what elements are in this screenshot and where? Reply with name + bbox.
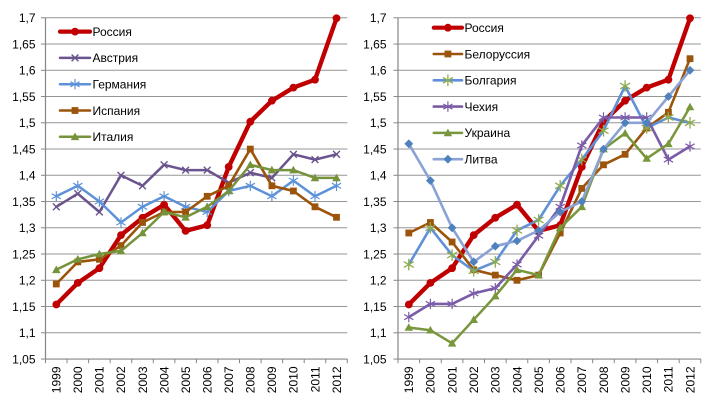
svg-text:1,15: 1,15 [12,300,36,314]
svg-text:Чехия: Чехия [465,100,499,114]
svg-text:2006: 2006 [201,366,215,393]
svg-text:1,45: 1,45 [12,142,36,156]
svg-text:1,25: 1,25 [363,247,387,261]
svg-text:2012: 2012 [683,366,697,393]
svg-text:Литва: Литва [465,153,498,167]
svg-text:Россия: Россия [93,25,132,39]
svg-text:1,35: 1,35 [363,195,387,209]
svg-text:2003: 2003 [489,366,503,393]
svg-text:1,05: 1,05 [363,352,387,366]
svg-text:1,65: 1,65 [12,37,36,51]
svg-text:2003: 2003 [136,366,150,393]
svg-text:2001: 2001 [93,366,107,393]
svg-text:1,3: 1,3 [370,221,387,235]
svg-text:2012: 2012 [330,366,344,393]
svg-text:2001: 2001 [445,366,459,393]
svg-text:2002: 2002 [114,366,128,393]
svg-text:1,05: 1,05 [12,352,36,366]
svg-text:Болгария: Болгария [465,74,517,88]
svg-text:1,5: 1,5 [370,116,387,130]
svg-text:2006: 2006 [554,366,568,393]
svg-text:1,3: 1,3 [19,221,36,235]
svg-text:1,4: 1,4 [370,169,387,183]
svg-text:2004: 2004 [510,366,524,393]
svg-text:2002: 2002 [467,366,481,393]
svg-text:2005: 2005 [532,366,546,393]
svg-text:Германия: Германия [93,78,147,92]
svg-text:1,45: 1,45 [363,142,387,156]
svg-text:1,1: 1,1 [370,326,387,340]
svg-text:1,35: 1,35 [12,195,36,209]
svg-text:1,4: 1,4 [19,169,36,183]
svg-text:2011: 2011 [662,366,676,392]
svg-text:2010: 2010 [640,366,654,393]
svg-text:1,15: 1,15 [363,300,387,314]
svg-text:1,2: 1,2 [19,274,36,288]
svg-text:2007: 2007 [222,366,236,393]
svg-text:1,6: 1,6 [19,64,36,78]
svg-text:2000: 2000 [424,366,438,393]
svg-text:1,7: 1,7 [19,11,36,25]
svg-text:2011: 2011 [308,366,322,392]
svg-text:Австрия: Австрия [93,51,139,65]
svg-text:Италия: Италия [93,130,134,144]
svg-text:1,2: 1,2 [370,274,387,288]
svg-text:2008: 2008 [244,366,258,393]
svg-text:2007: 2007 [575,366,589,393]
svg-text:1,55: 1,55 [363,90,387,104]
svg-text:1,6: 1,6 [370,64,387,78]
svg-text:Россия: Россия [465,21,504,35]
svg-text:2005: 2005 [179,366,193,393]
svg-text:Белоруссия: Белоруссия [465,47,531,61]
svg-text:2000: 2000 [71,366,85,393]
svg-text:1,65: 1,65 [363,37,387,51]
svg-text:1,5: 1,5 [19,116,36,130]
svg-text:1,1: 1,1 [19,326,36,340]
svg-text:2008: 2008 [597,366,611,393]
svg-text:1,7: 1,7 [370,11,387,25]
svg-text:Испания: Испания [93,104,141,118]
svg-text:1,55: 1,55 [12,90,36,104]
svg-text:2004: 2004 [157,366,171,393]
svg-text:2010: 2010 [287,366,301,393]
svg-text:2009: 2009 [265,366,279,393]
svg-text:Украина: Украина [465,126,511,140]
svg-text:2009: 2009 [618,366,632,393]
svg-text:1999: 1999 [50,366,64,393]
svg-text:1999: 1999 [402,366,416,393]
svg-text:1,25: 1,25 [12,247,36,261]
